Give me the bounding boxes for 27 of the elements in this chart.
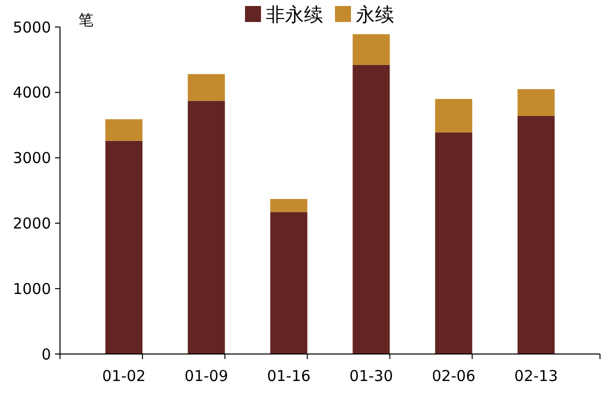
bar — [435, 98, 472, 132]
y-tick-label: 4000 — [12, 84, 51, 102]
x-tick-label: 01-16 — [266, 367, 311, 385]
bar — [435, 132, 472, 354]
bar — [518, 89, 555, 116]
y-axis-title: 笔 — [78, 11, 94, 29]
y-tick-label: 2000 — [12, 214, 51, 232]
bar — [352, 64, 390, 354]
legend-label: 非永续 — [266, 4, 323, 26]
legend-label: 永续 — [356, 4, 394, 26]
y-tick-label: 3000 — [12, 149, 51, 168]
x-tick-label: 02-13 — [514, 367, 558, 385]
x-tick-label: 01-02 — [102, 367, 146, 385]
y-tick-label: 5000 — [12, 18, 51, 36]
bar — [270, 199, 308, 212]
y-tick-label: 1000 — [12, 280, 51, 298]
x-tick-label: 01-09 — [184, 367, 228, 385]
bar — [188, 100, 225, 354]
bar — [105, 140, 142, 354]
x-tick-label: 01-30 — [349, 367, 394, 385]
bar — [518, 116, 555, 354]
bar — [352, 34, 390, 65]
bar — [270, 212, 308, 354]
x-tick-label: 02-06 — [432, 367, 476, 385]
bar — [188, 74, 225, 101]
y-tick-label: 0 — [41, 345, 51, 364]
bar — [105, 119, 142, 141]
